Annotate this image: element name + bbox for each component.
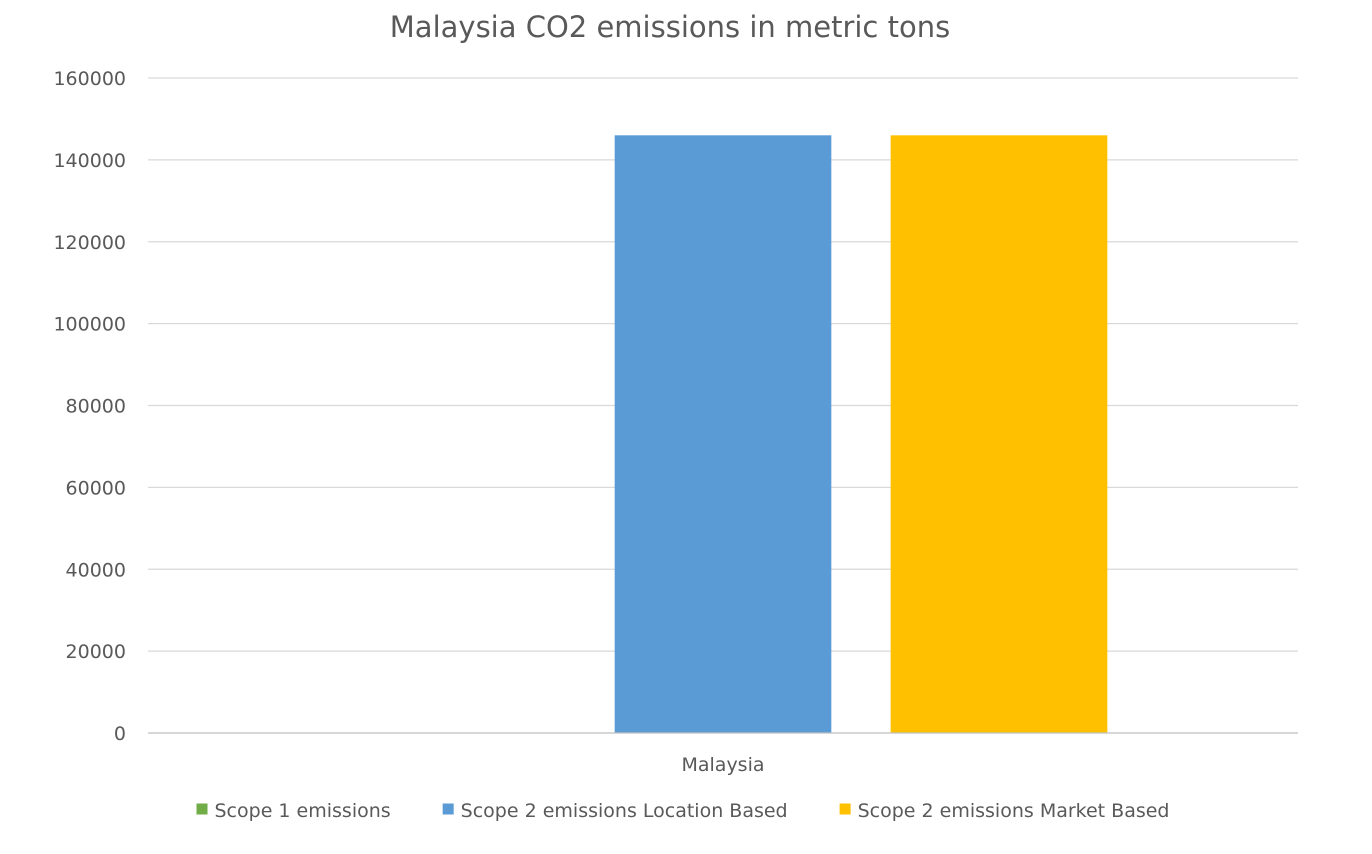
- y-axis-ticks: 0 20000 40000 60000 80000 100000 120000 140000 1…: [53, 68, 126, 745]
- legend-item: Scope 2 emissions Market Based: [839, 800, 1170, 822]
- x-axis-categories: Malaysia: [681, 754, 764, 776]
- chart-title: Malaysia CO2 emissions in metric tons: [390, 10, 950, 44]
- x-category-label: Malaysia: [681, 754, 764, 776]
- bar-series-2: [890, 135, 1108, 733]
- y-tick-label: 60000: [66, 477, 126, 499]
- y-tick-label: 160000: [53, 68, 126, 90]
- legend: Scope 1 emissions Scope 2 emissions Locat…: [196, 800, 1170, 822]
- bar-series-1: [614, 135, 832, 733]
- legend-swatch: [839, 803, 851, 815]
- legend-swatch: [196, 803, 208, 815]
- legend-label: Scope 2 emissions Location Based: [461, 800, 788, 822]
- y-tick-label: 0: [114, 723, 126, 745]
- legend-item: Scope 1 emissions: [196, 800, 391, 822]
- y-tick-label: 140000: [53, 150, 126, 172]
- legend-label: Scope 1 emissions: [215, 800, 391, 822]
- y-tick-label: 80000: [66, 396, 126, 418]
- y-tick-label: 20000: [66, 641, 126, 663]
- y-tick-label: 120000: [53, 232, 126, 254]
- y-tick-label: 40000: [66, 559, 126, 581]
- legend-label: Scope 2 emissions Market Based: [858, 800, 1170, 822]
- legend-swatch: [442, 803, 454, 815]
- y-tick-label: 100000: [53, 314, 126, 336]
- bars: [614, 135, 1108, 733]
- legend-item: Scope 2 emissions Location Based: [442, 800, 788, 822]
